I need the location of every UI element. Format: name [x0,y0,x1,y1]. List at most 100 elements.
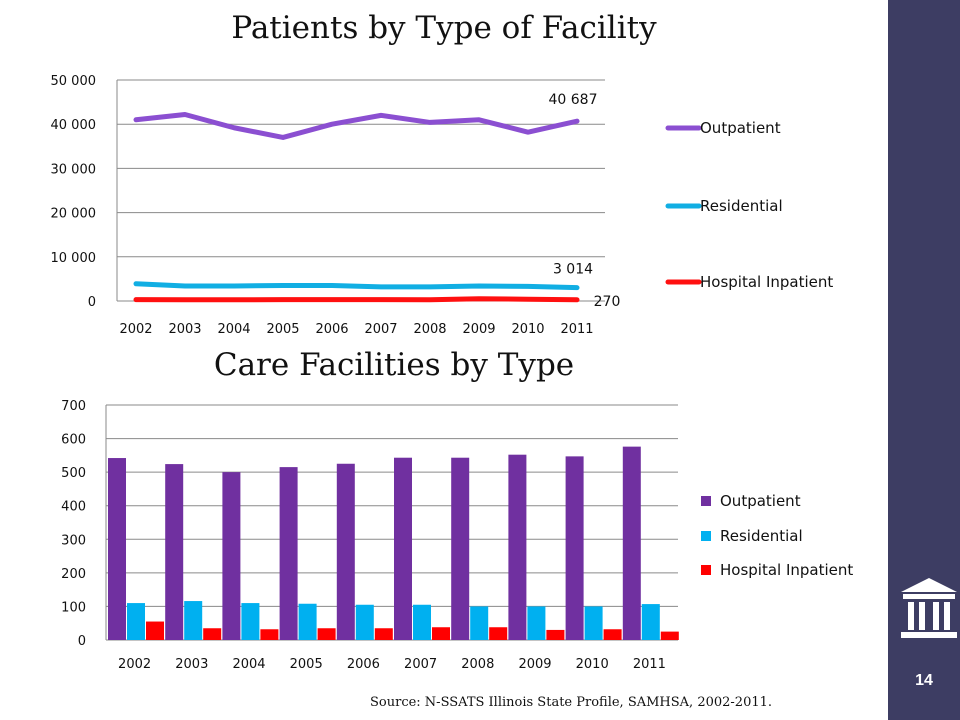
y-tick-label: 500 [61,466,86,481]
y-tick-label: 20 000 [51,207,97,222]
sidebar-band [888,0,960,720]
data-point [428,120,432,124]
bar-series-1 [241,603,260,640]
bar-series-0 [394,457,412,640]
x-tick-label: 2007 [364,322,397,337]
x-tick-label: 2004 [217,322,250,337]
x-tick-label: 2003 [175,657,208,672]
x-tick-label: 2003 [168,322,201,337]
bar-series-1 [413,604,431,640]
bar-series-1 [184,601,203,640]
data-point [477,118,481,122]
y-tick-label: 700 [61,399,86,414]
y-tick-label: 400 [61,500,86,515]
y-tick-label: 600 [61,433,86,448]
x-tick-label: 2006 [347,657,380,672]
y-tick-label: 100 [61,600,86,615]
bar-series-0 [565,456,584,640]
y-tick-label: 300 [61,533,86,548]
bar-series-1 [470,606,489,640]
legend-swatch [701,565,711,575]
bar-series-2 [660,631,679,640]
bar-series-1 [584,606,603,640]
bar-series-1 [127,603,145,640]
data-point [183,298,187,302]
data-point [428,298,432,302]
data-point [232,126,236,130]
source-note: Source: N-SSATS Illinois State Profile, … [370,695,773,710]
data-point [183,284,187,288]
data-point [477,297,481,301]
x-tick-label: 2007 [404,657,437,672]
legend-label: Hospital Inpatient [700,273,833,291]
x-tick-label: 2005 [266,322,299,337]
bar-series-1 [298,603,317,640]
y-tick-label: 0 [78,634,86,649]
x-tick-label: 2011 [633,657,666,672]
data-point [379,285,383,289]
x-tick-label: 2008 [461,657,494,672]
bar-series-1 [527,606,546,640]
data-point [379,298,383,302]
data-point [134,298,138,302]
data-point [575,119,579,123]
bar-series-0 [336,463,355,640]
data-point [281,135,285,139]
data-point [526,297,530,301]
bar-series-2 [374,628,393,640]
data-point [330,298,334,302]
bar-series-2 [546,629,565,640]
x-tick-label: 2002 [118,657,151,672]
data-point [134,282,138,286]
series-line-1 [133,281,580,291]
series-line-0 [133,111,580,140]
bar-series-2 [317,628,336,640]
bar-series-2 [603,629,622,640]
data-point [232,284,236,288]
bar-series-2 [260,629,279,640]
chart-1-title: Patients by Type of Facility [231,10,657,46]
data-label: 270 [594,294,621,310]
legend-swatch [701,496,711,506]
x-tick-label: 2010 [576,657,609,672]
data-point [330,122,334,126]
x-tick-label: 2009 [518,657,551,672]
data-point [183,112,187,116]
legend-label: Outpatient [700,119,781,137]
data-label: 3 014 [553,262,593,278]
data-point [575,298,579,302]
patients-line-chart: 0 10 000 20 000 30 000 40 000 50 000 2002 2003 2… [51,74,834,337]
bar-series-0 [108,458,126,640]
bar-series-2 [432,627,450,640]
bar-series-0 [451,457,470,640]
legend-label: Outpatient [720,492,801,510]
data-label: 40 687 [549,92,598,108]
data-point [281,298,285,302]
data-point [526,284,530,288]
y-tick-label: 200 [61,567,86,582]
data-point [379,113,383,117]
bar-series-1 [641,604,660,640]
y-tick-label: 40 000 [51,118,97,133]
data-point [428,285,432,289]
x-tick-label: 2006 [315,322,348,337]
legend-label: Hospital Inpatient [720,561,853,579]
y-tick-label: 30 000 [51,162,97,177]
legend-label: Residential [720,527,803,545]
bar-series-0 [222,472,241,640]
data-point [526,130,530,134]
x-tick-label: 2008 [413,322,446,337]
bar-series-2 [146,621,164,640]
legend-swatch [701,531,711,541]
data-point [330,284,334,288]
x-tick-label: 2005 [290,657,323,672]
x-tick-label: 2010 [511,322,544,337]
x-tick-label: 2004 [232,657,265,672]
x-tick-label: 2002 [119,322,152,337]
y-tick-label: 10 000 [51,251,97,266]
data-point [575,286,579,290]
y-tick-label: 50 000 [51,74,97,89]
bar-series-0 [165,464,184,640]
data-point [477,284,481,288]
bar-series-2 [203,628,222,640]
